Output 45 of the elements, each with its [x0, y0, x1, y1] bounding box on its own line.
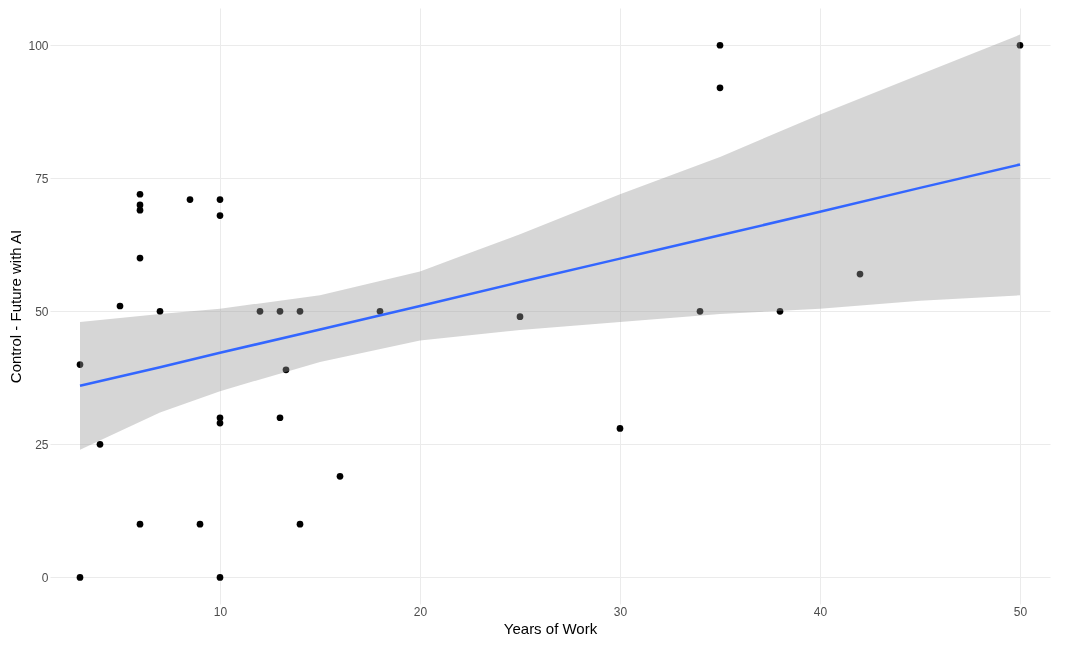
y-tick-label: 25 — [35, 437, 49, 452]
x-tick-label: 30 — [613, 604, 628, 619]
point — [216, 212, 224, 219]
point — [136, 254, 144, 262]
point — [116, 302, 124, 310]
point — [696, 307, 704, 315]
point — [282, 366, 290, 374]
point — [376, 307, 384, 315]
point — [516, 313, 524, 320]
point — [616, 425, 624, 432]
point — [336, 472, 344, 480]
point — [716, 84, 724, 92]
x-tick-label: 20 — [413, 604, 428, 619]
y-tick-label: 75 — [35, 171, 49, 186]
point — [216, 196, 224, 203]
x-tick-label: 50 — [1013, 604, 1028, 619]
point — [1016, 41, 1024, 49]
point — [216, 574, 224, 581]
point — [136, 190, 144, 198]
point — [186, 196, 194, 203]
point — [76, 361, 84, 368]
y-tick-label: 0 — [41, 570, 49, 585]
point — [856, 270, 864, 278]
point — [276, 307, 284, 315]
point — [136, 201, 144, 209]
point — [76, 574, 84, 581]
point — [96, 441, 104, 448]
point — [256, 307, 264, 315]
point — [136, 520, 144, 528]
x-tick-label: 10 — [213, 604, 228, 619]
point — [296, 520, 304, 528]
point — [716, 41, 724, 49]
point — [276, 414, 284, 422]
y-axis-title: Control - Future with AI — [7, 229, 25, 384]
y-tick-label: 50 — [35, 304, 49, 319]
x-tick-label: 40 — [813, 604, 828, 619]
point — [156, 307, 164, 315]
y-tick-label: 100 — [28, 38, 49, 53]
point — [296, 307, 304, 315]
point — [776, 307, 784, 315]
line-series — [78, 163, 1022, 388]
point — [196, 520, 204, 528]
x-axis-title: Years of Work — [503, 619, 598, 637]
point — [216, 419, 224, 427]
point — [216, 414, 224, 422]
